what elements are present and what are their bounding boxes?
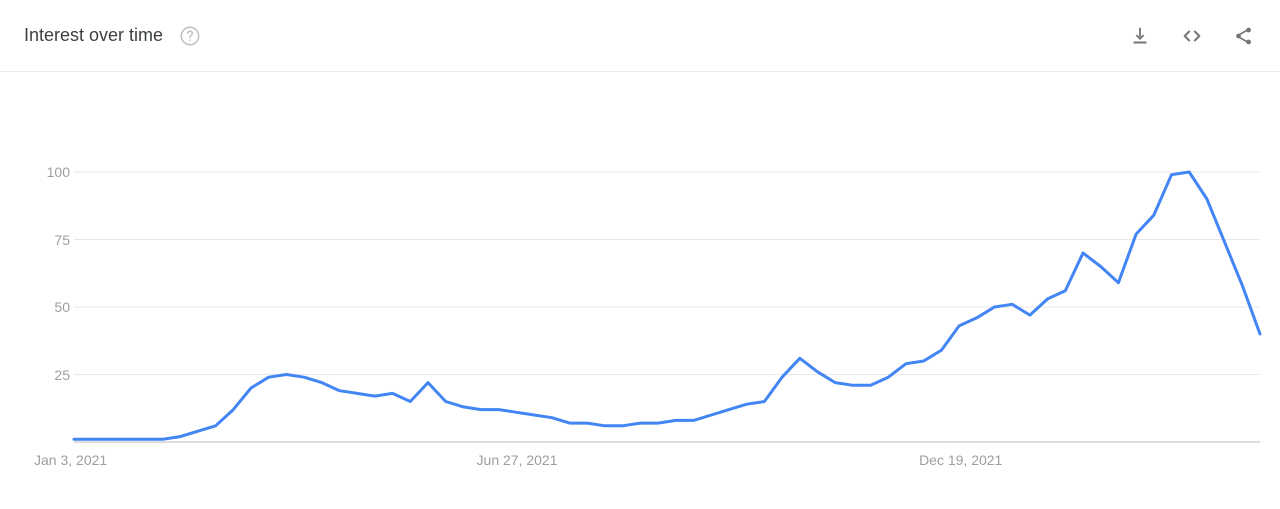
chart-title: Interest over time <box>24 25 163 46</box>
line-chart <box>0 72 1280 509</box>
chart-area: 25 50 75 100 Jan 3, 2021 Jun 27, 2021 Dec 19, … <box>0 72 1280 509</box>
x-axis-label: Jan 3, 2021 <box>34 452 107 468</box>
download-icon[interactable] <box>1128 24 1152 48</box>
share-icon[interactable] <box>1232 24 1256 48</box>
help-icon[interactable] <box>179 25 201 47</box>
x-axis-label: Dec 19, 2021 <box>919 452 1002 468</box>
embed-icon[interactable] <box>1180 24 1204 48</box>
y-axis-label: 25 <box>30 367 70 383</box>
chart-header: Interest over time <box>0 0 1280 72</box>
y-axis-label: 50 <box>30 299 70 315</box>
y-axis-label: 100 <box>30 164 70 180</box>
x-axis-label: Jun 27, 2021 <box>477 452 558 468</box>
y-axis-label: 75 <box>30 232 70 248</box>
